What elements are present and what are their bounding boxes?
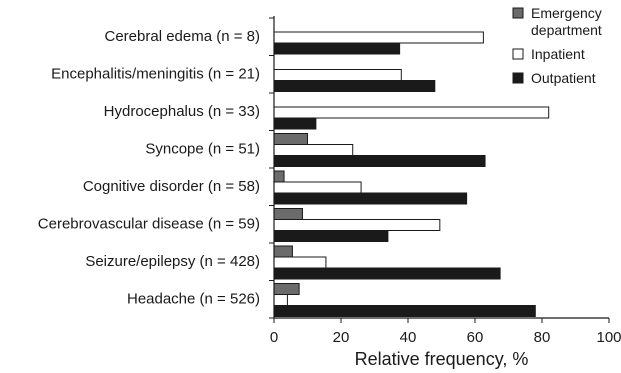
bar-outpatient-5 xyxy=(273,230,389,242)
bar-outpatient-6 xyxy=(273,267,501,280)
legend-label-0: Emergency department xyxy=(531,5,602,38)
category-label-1: Encephalitis/meningitis (n = 21) xyxy=(51,66,260,83)
axes: 0 20 40 60 80 100 xyxy=(269,16,621,346)
x-tick-label-3: 60 xyxy=(467,329,484,346)
category-label-0: Cerebral edema (n = 8) xyxy=(105,28,261,45)
bar-inpatient-7 xyxy=(273,294,288,306)
category-label-2: Hydrocephalus (n = 33) xyxy=(104,103,260,120)
legend-swatch-1 xyxy=(512,48,524,60)
x-tick-label-1: 20 xyxy=(333,329,350,346)
bar-inpatient-6 xyxy=(273,256,327,269)
x-tick-label-4: 80 xyxy=(534,329,551,346)
bar-emergency-department-5 xyxy=(273,208,303,220)
bar-inpatient-5 xyxy=(273,219,441,231)
legend: Emergency department Inpatient Outpatient xyxy=(512,5,602,86)
bar-inpatient-2 xyxy=(273,106,550,119)
bars-group xyxy=(273,31,550,317)
category-label-7: Headache (n = 526) xyxy=(127,291,260,308)
bar-inpatient-1 xyxy=(273,69,402,81)
legend-swatch-2 xyxy=(512,72,524,84)
bar-outpatient-3 xyxy=(273,155,486,167)
bar-outpatient-2 xyxy=(273,117,317,130)
legend-label-2: Outpatient xyxy=(531,70,596,86)
bar-inpatient-4 xyxy=(273,181,362,194)
bar-emergency-department-6 xyxy=(273,245,293,258)
bar-outpatient-4 xyxy=(273,192,468,205)
bar-emergency-department-3 xyxy=(273,133,308,145)
bar-emergency-department-7 xyxy=(273,283,300,295)
bar-inpatient-0 xyxy=(273,31,484,44)
bar-inpatient-3 xyxy=(273,144,354,156)
x-tick-label-2: 40 xyxy=(400,329,417,346)
legend-swatch-0 xyxy=(512,7,524,19)
bar-outpatient-7 xyxy=(273,305,536,317)
category-label-3: Syncope (n = 51) xyxy=(145,141,260,158)
category-labels: Cerebral edema (n = 8) Encephalitis/menin… xyxy=(38,28,260,308)
legend-label-1: Inpatient xyxy=(531,46,585,62)
x-tick-label-5: 100 xyxy=(596,329,621,346)
bar-outpatient-1 xyxy=(273,80,436,92)
bar-emergency-department-4 xyxy=(273,170,285,183)
bar-outpatient-0 xyxy=(273,42,401,55)
x-axis-title: Relative frequency, % xyxy=(355,349,529,369)
category-label-5: Cerebrovascular disease (n = 59) xyxy=(38,216,260,233)
category-label-4: Cognitive disorder (n = 58) xyxy=(83,178,260,195)
x-tick-label-0: 0 xyxy=(270,329,278,346)
category-label-6: Seizure/epilepsy (n = 428) xyxy=(85,253,260,270)
